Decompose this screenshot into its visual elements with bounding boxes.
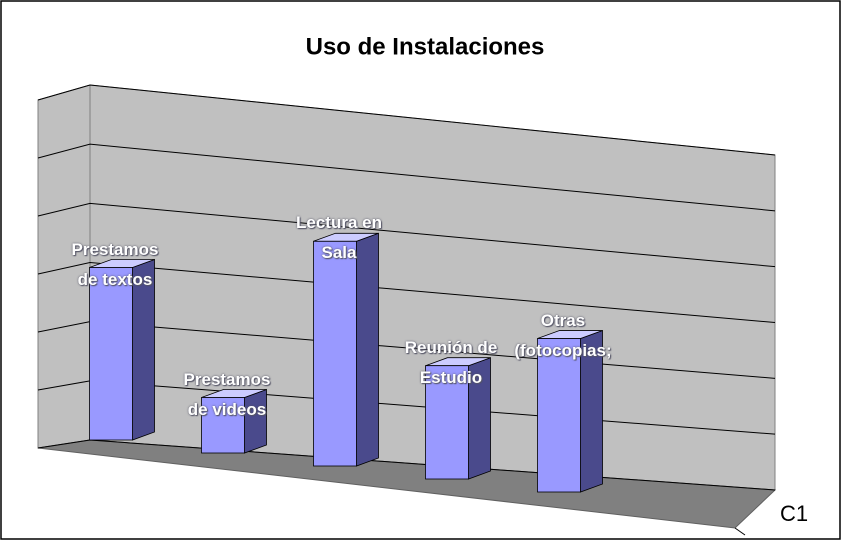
bar-label: Lectura en Sala xyxy=(296,213,382,263)
grid-line xyxy=(37,202,776,268)
legend-label: C1 xyxy=(780,501,808,526)
bar xyxy=(89,267,133,441)
bar-label: Prestamos de videos xyxy=(183,369,271,419)
bar xyxy=(537,338,581,493)
chart-title: Uso de Instalaciones xyxy=(306,33,545,60)
grid-line xyxy=(37,143,776,212)
bar xyxy=(201,397,245,454)
bar xyxy=(313,240,357,467)
bar-label: Reunión de Estudio xyxy=(404,337,498,387)
bar-label: Otras (fotocopias; xyxy=(514,310,612,360)
grid-line xyxy=(37,84,776,156)
bar-label: Prestamos de textos xyxy=(71,239,159,289)
axis-tick xyxy=(734,527,746,536)
grid-line xyxy=(37,261,776,323)
bar xyxy=(425,365,469,480)
